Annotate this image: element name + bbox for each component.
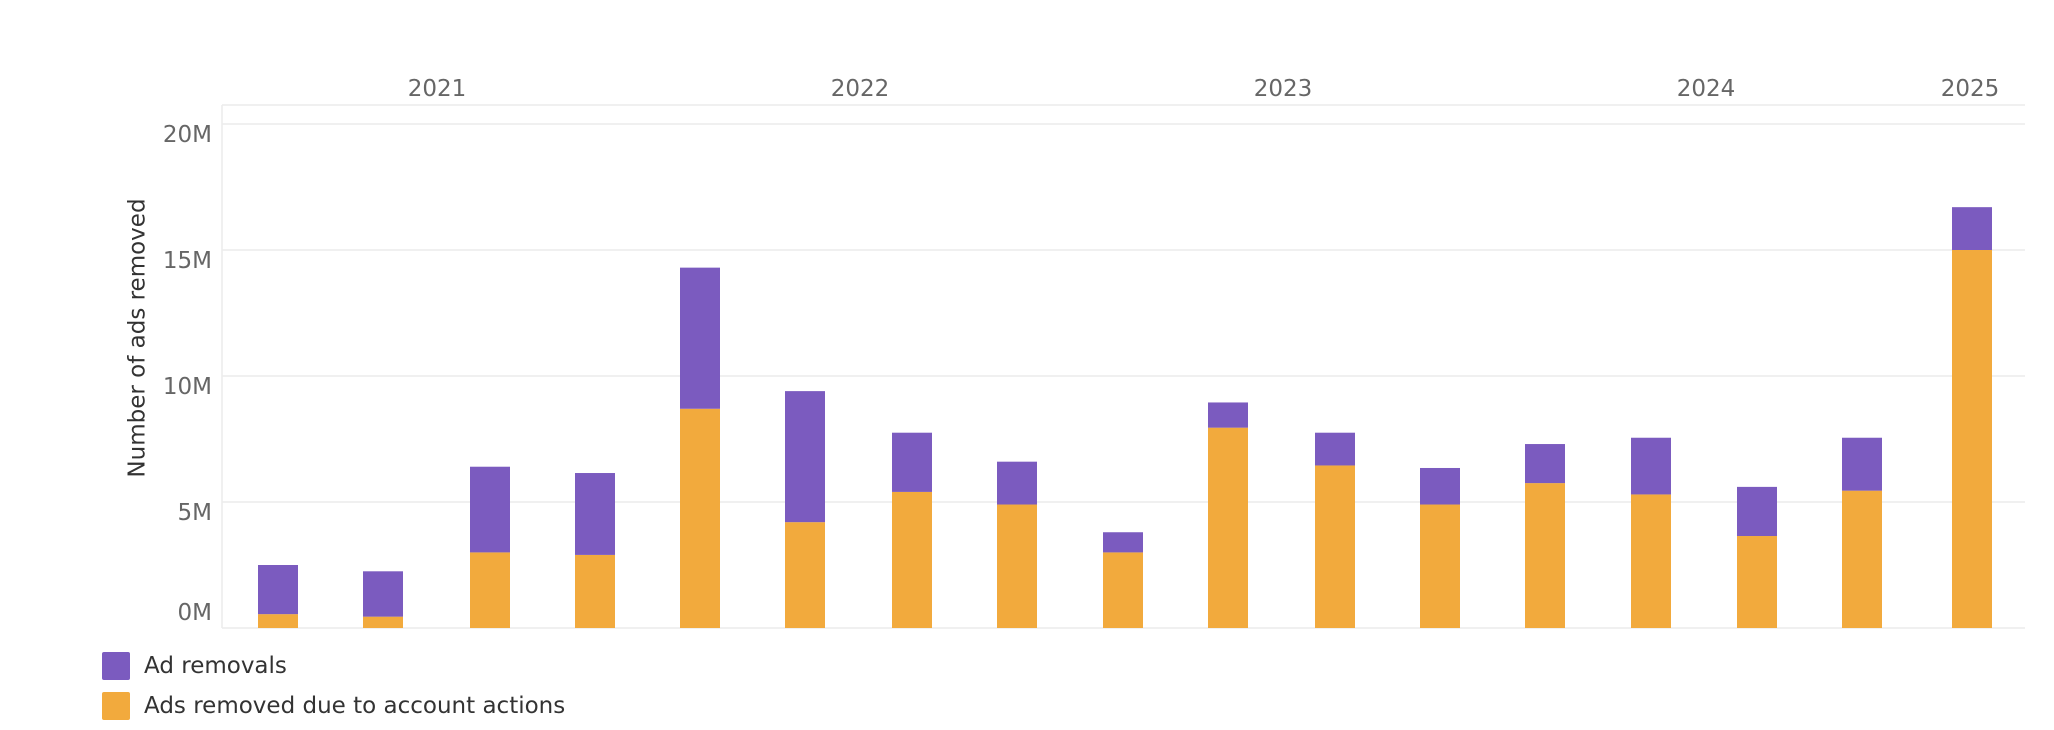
bar-segment-account-actions[interactable]	[1952, 250, 1992, 628]
bar-segment-ad-removals[interactable]	[997, 461, 1037, 505]
bar-segment-ad-removals[interactable]	[1842, 437, 1882, 491]
bar-segment-ad-removals[interactable]	[470, 466, 510, 553]
bar-segment-ad-removals[interactable]	[1208, 402, 1248, 428]
y-tick-label: 15M	[163, 248, 212, 274]
y-tick-label: 0M	[178, 600, 212, 626]
bar-segment-ad-removals[interactable]	[1631, 437, 1671, 495]
year-label: 2021	[408, 76, 467, 102]
year-label: 2023	[1254, 76, 1313, 102]
bar-segment-ad-removals[interactable]	[680, 267, 720, 409]
gridlines	[221, 104, 2025, 629]
bar-segment-ad-removals[interactable]	[1737, 486, 1777, 537]
bar-segment-account-actions[interactable]	[1420, 504, 1460, 628]
bar-segment-account-actions[interactable]	[1103, 552, 1143, 628]
bar-segment-ad-removals[interactable]	[892, 432, 932, 492]
y-axis-label: Number of ads removed	[125, 198, 151, 477]
legend-swatch-account-actions	[102, 692, 130, 720]
bar-segment-ad-removals[interactable]	[1952, 207, 1992, 250]
bar-segment-account-actions[interactable]	[1737, 536, 1777, 628]
bar-segment-ad-removals[interactable]	[1525, 444, 1565, 484]
bar-segment-account-actions[interactable]	[785, 522, 825, 628]
bar-segment-ad-removals[interactable]	[1420, 467, 1460, 505]
bar-segment-account-actions[interactable]	[1208, 427, 1248, 628]
year-label: 2022	[831, 76, 890, 102]
y-tick-label: 5M	[178, 500, 212, 526]
bar-segment-account-actions[interactable]	[258, 614, 298, 628]
y-axis-ticks: 0M 5M 10M 15M 20M	[163, 122, 212, 626]
bar-segment-account-actions[interactable]	[363, 616, 403, 628]
y-tick-label: 20M	[163, 122, 212, 148]
year-label: 2024	[1677, 76, 1736, 102]
bar-segment-ad-removals[interactable]	[575, 473, 615, 555]
bar-segment-account-actions[interactable]	[1315, 465, 1355, 628]
bar-segment-account-actions[interactable]	[1525, 483, 1565, 628]
year-label: 2025	[1941, 76, 2000, 102]
legend-item-account-actions[interactable]: Ads removed due to account actions	[102, 686, 565, 726]
bar-segment-account-actions[interactable]	[680, 408, 720, 628]
bars	[258, 207, 1992, 628]
bar-segment-account-actions[interactable]	[1842, 490, 1882, 628]
bar-segment-ad-removals[interactable]	[1103, 532, 1143, 553]
bar-segment-account-actions[interactable]	[892, 491, 932, 628]
x-axis-year-labels: 2021 2022 2023 2024 2025	[408, 76, 2000, 102]
bar-segment-ad-removals[interactable]	[258, 565, 298, 615]
y-tick-label: 10M	[163, 374, 212, 400]
bar-segment-account-actions[interactable]	[470, 552, 510, 628]
legend-swatch-ad-removals	[102, 652, 130, 680]
bar-segment-account-actions[interactable]	[575, 554, 615, 628]
legend-label: Ad removals	[144, 653, 287, 679]
legend-item-ad-removals[interactable]: Ad removals	[102, 646, 565, 686]
bar-segment-ad-removals[interactable]	[363, 571, 403, 617]
bar-segment-account-actions[interactable]	[997, 504, 1037, 628]
legend-label: Ads removed due to account actions	[144, 693, 566, 719]
bar-segment-ad-removals[interactable]	[785, 391, 825, 523]
legend: Ad removals Ads removed due to account a…	[102, 646, 565, 726]
bar-segment-ad-removals[interactable]	[1315, 432, 1355, 466]
bar-segment-account-actions[interactable]	[1631, 494, 1671, 628]
